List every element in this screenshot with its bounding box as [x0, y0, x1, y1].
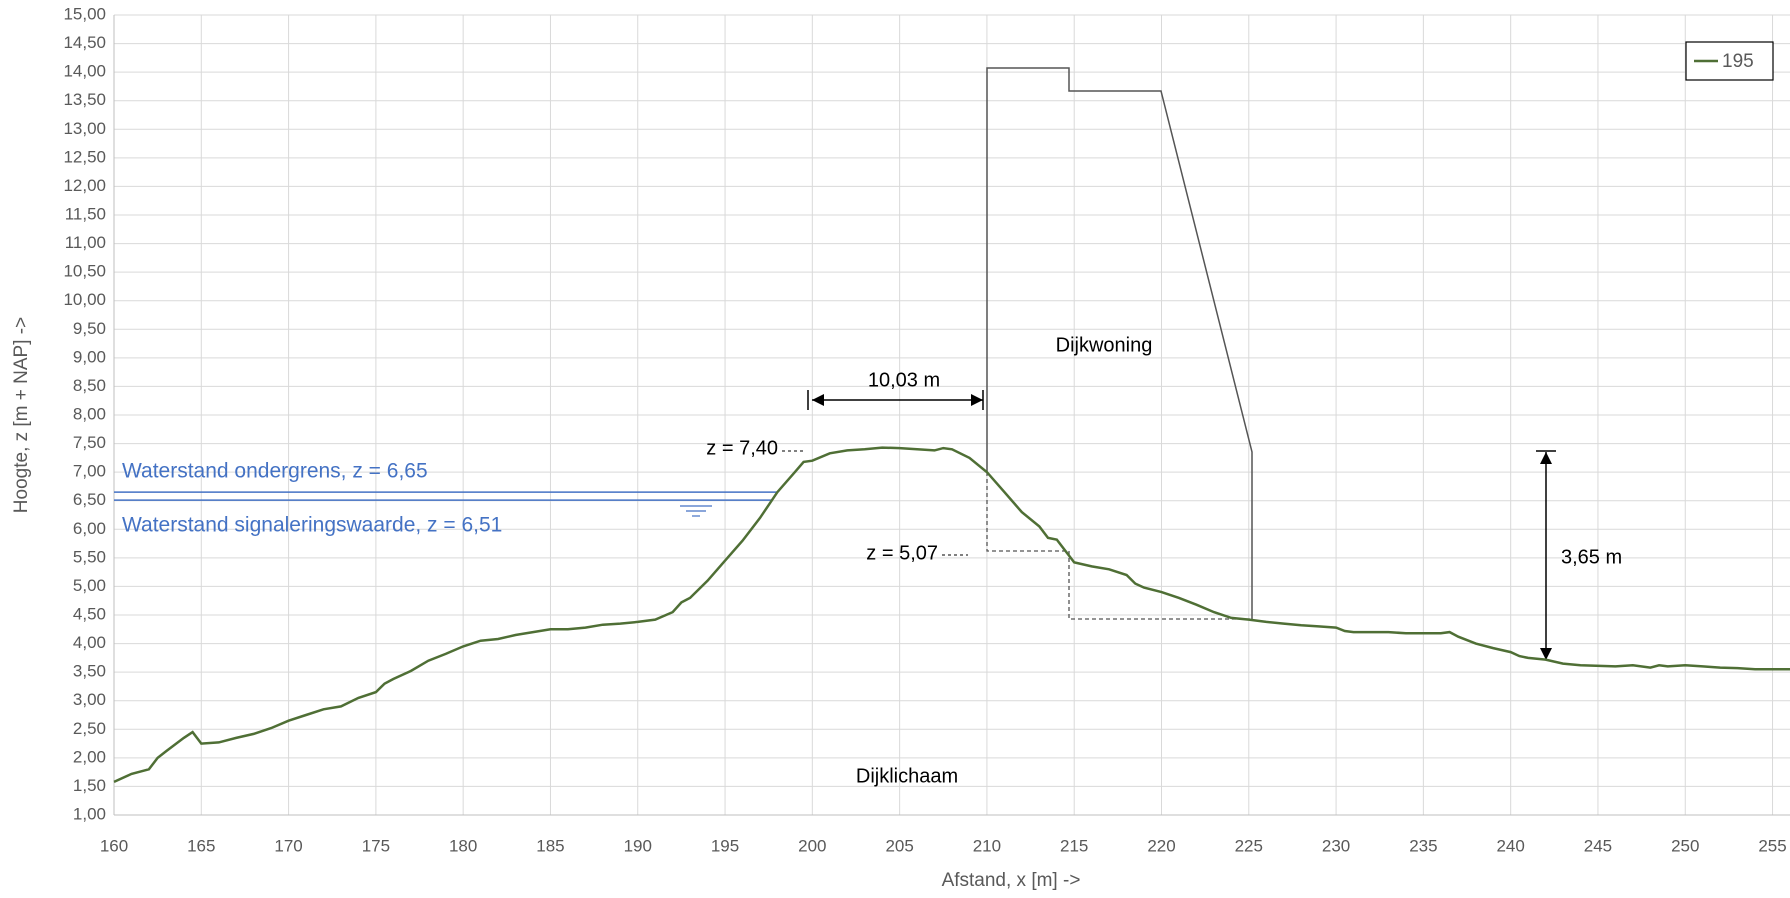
y-tick-label: 11,00	[65, 233, 106, 252]
y-tick-label: 13,50	[63, 90, 106, 109]
y-tick-label: 2,00	[73, 747, 106, 766]
annotation: 3,65 m	[1561, 546, 1622, 568]
x-tick-label: 245	[1584, 836, 1612, 855]
x-tick-label: 210	[973, 836, 1001, 855]
x-tick-label: 185	[536, 836, 564, 855]
house-outline	[986, 67, 1253, 619]
legend-label: 195	[1722, 51, 1754, 72]
y-tick-label: 6,00	[73, 519, 106, 538]
y-tick-label: 10,00	[63, 290, 106, 309]
annotation: z = 7,40	[706, 437, 778, 459]
x-tick-label: 230	[1322, 836, 1350, 855]
y-tick-label: 3,00	[73, 690, 106, 709]
x-tick-label: 205	[885, 836, 913, 855]
y-tick-label: 3,50	[73, 662, 106, 681]
y-tick-label: 14,50	[63, 33, 106, 52]
x-tick-label: 195	[711, 836, 739, 855]
y-tick-label: 9,50	[73, 319, 106, 338]
y-tick-label: 8,50	[73, 376, 106, 395]
x-axis-title: Afstand, x [m] ->	[942, 870, 1081, 891]
y-tick-label: 4,00	[73, 633, 106, 652]
x-tick-label: 200	[798, 836, 826, 855]
y-tick-label: 12,00	[63, 176, 106, 195]
dashed-contour	[986, 472, 1252, 620]
water-symbol	[680, 505, 712, 517]
y-tick-label: 9,00	[73, 347, 106, 366]
y-tick-label: 5,00	[73, 576, 106, 595]
y-tick-label: 7,00	[73, 462, 106, 481]
y-tick-label: 14,00	[63, 62, 106, 81]
y-tick-label: 1,50	[73, 776, 106, 795]
x-tick-label: 190	[624, 836, 652, 855]
x-tick-label: 160	[100, 836, 128, 855]
y-axis-title: Hoogte, z [m + NAP] ->	[11, 317, 32, 513]
annotation: 10,03 m	[868, 369, 940, 391]
y-tick-label: 8,00	[73, 404, 106, 423]
x-tick-label: 250	[1671, 836, 1699, 855]
reference-label: Waterstand ondergrens, z = 6,65	[122, 460, 428, 483]
x-tick-label: 170	[274, 836, 302, 855]
y-tick-label: 4,50	[73, 604, 106, 623]
y-tick-label: 11,50	[65, 204, 106, 223]
y-tick-label: 2,50	[73, 719, 106, 738]
x-tick-label: 240	[1496, 836, 1524, 855]
y-tick-label: 5,50	[73, 547, 106, 566]
annotation: Dijkwoning	[1056, 334, 1153, 356]
y-tick-label: 12,50	[63, 147, 106, 166]
x-tick-label: 255	[1758, 836, 1786, 855]
x-tick-label: 180	[449, 836, 477, 855]
y-tick-label: 10,50	[63, 262, 106, 281]
series-line	[113, 446, 1790, 784]
y-tick-label: 15,00	[63, 4, 106, 23]
y-tick-label: 1,00	[73, 804, 106, 823]
y-tick-label: 13,00	[63, 119, 106, 138]
x-tick-label: 220	[1147, 836, 1175, 855]
x-tick-label: 175	[362, 836, 390, 855]
annotation: Dijklichaam	[856, 765, 958, 787]
annotation: z = 5,07	[866, 542, 938, 564]
y-tick-label: 7,50	[73, 433, 106, 452]
x-tick-label: 235	[1409, 836, 1437, 855]
reference-label: Waterstand signaleringswaarde, z = 6,51	[122, 514, 502, 537]
x-tick-label: 215	[1060, 836, 1088, 855]
x-tick-label: 165	[187, 836, 215, 855]
y-tick-label: 6,50	[73, 490, 106, 509]
x-tick-label: 225	[1235, 836, 1263, 855]
